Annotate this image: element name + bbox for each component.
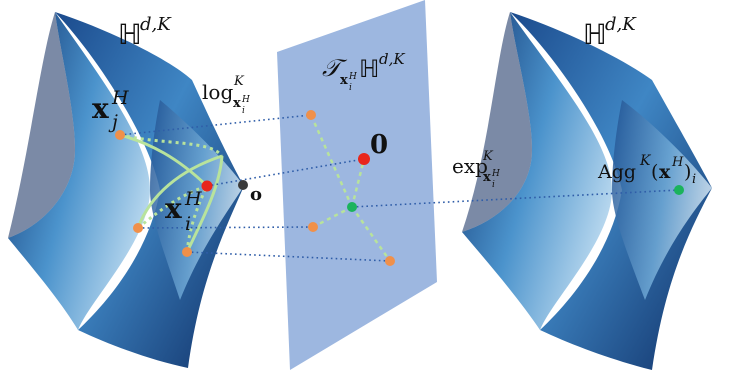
left-manifold-back-sheet	[55, 12, 244, 368]
left-geodesics	[119, 133, 224, 253]
geodesic-curve-dotted	[137, 184, 208, 230]
tangent-origin-label: 0	[370, 130, 388, 160]
svg-text:d,K: d,K	[379, 50, 405, 68]
left-manifold-fold	[150, 100, 244, 300]
svg-text:ℍ: ℍ	[118, 18, 142, 51]
svg-text:i: i	[349, 83, 352, 93]
svg-text:d,K: d,K	[140, 14, 172, 35]
neighbor-point	[133, 223, 143, 233]
svg-text:K: K	[639, 153, 652, 169]
center-point-xi	[201, 180, 213, 192]
log-map-label: log K x i H	[202, 74, 250, 116]
svg-text:ℍ: ℍ	[359, 55, 379, 83]
tangent-origin-point	[358, 153, 370, 165]
right-manifold-back-sheet	[510, 12, 712, 370]
log-map-line	[137, 226, 314, 229]
svg-text:ℍ: ℍ	[583, 18, 607, 51]
points	[115, 110, 684, 266]
log-map-line	[119, 114, 312, 136]
tangent-lines	[309, 114, 392, 262]
svg-text:Agg: Agg	[597, 161, 636, 183]
tangent-neighbor-point	[306, 110, 316, 120]
geodesic-curve	[136, 154, 223, 229]
xi-label: x H i	[165, 188, 202, 235]
svg-text:x: x	[659, 161, 671, 183]
left-manifold-label: ℍ d,K	[118, 14, 172, 51]
svg-text:x: x	[92, 92, 109, 125]
svg-text:H: H	[241, 95, 250, 105]
tangent-neighbor-point	[385, 256, 395, 266]
svg-text:x: x	[483, 170, 491, 185]
svg-text:i: i	[492, 180, 495, 190]
svg-text:x: x	[233, 96, 241, 111]
left-manifold-edge-shade	[8, 12, 75, 238]
svg-text:(: (	[651, 161, 658, 183]
svg-text:i: i	[185, 213, 191, 235]
exp-map-line	[351, 189, 680, 208]
origin-label: o	[250, 184, 262, 205]
exp-map-label: exp K x i H	[452, 149, 500, 190]
geodesic-curve	[185, 155, 224, 253]
geodesic-curve-dotted	[185, 185, 209, 253]
tangent-plane	[277, 0, 437, 370]
aggregation-label: Agg K ( x H ) i	[597, 153, 696, 187]
svg-text:H: H	[671, 155, 684, 170]
right-hyperbolic-manifold	[462, 12, 712, 370]
svg-text:H: H	[111, 87, 129, 109]
right-manifold-front-sheet	[462, 12, 612, 330]
tangent-neighbor-point	[308, 222, 318, 232]
geodesic-curve-dotted	[119, 133, 224, 158]
neighbor-point	[182, 247, 192, 257]
svg-text:d,K: d,K	[605, 14, 637, 35]
neighbor-point	[115, 130, 125, 140]
left-hyperbolic-manifold	[8, 12, 244, 368]
tangent-vector	[350, 158, 366, 208]
right-manifold-fold	[612, 100, 712, 300]
svg-text:): )	[684, 161, 691, 183]
tangent-aggregate-point	[347, 202, 357, 212]
svg-text:x: x	[165, 192, 182, 225]
aggregated-output-point	[674, 185, 684, 195]
svg-text:K: K	[233, 74, 245, 89]
right-manifold-edge-shade	[462, 12, 532, 232]
log-map-line	[186, 251, 391, 262]
xj-label: x H j	[92, 87, 129, 133]
mapping-lines	[119, 114, 680, 262]
svg-text:H: H	[491, 169, 500, 179]
tangent-vector	[309, 114, 354, 208]
origin-point	[238, 180, 248, 190]
svg-text:H: H	[348, 72, 357, 82]
svg-text:i: i	[692, 172, 696, 187]
svg-text:j: j	[108, 111, 118, 133]
svg-text:log: log	[202, 80, 233, 104]
svg-text:exp: exp	[452, 154, 488, 178]
tangent-vector	[350, 206, 392, 262]
left-manifold-front-sheet	[8, 12, 150, 330]
svg-text:x: x	[340, 73, 348, 88]
svg-text:H: H	[184, 188, 202, 210]
svg-text:i: i	[242, 106, 245, 116]
svg-text:K: K	[482, 149, 494, 164]
right-manifold-label: ℍ d,K	[583, 14, 637, 51]
